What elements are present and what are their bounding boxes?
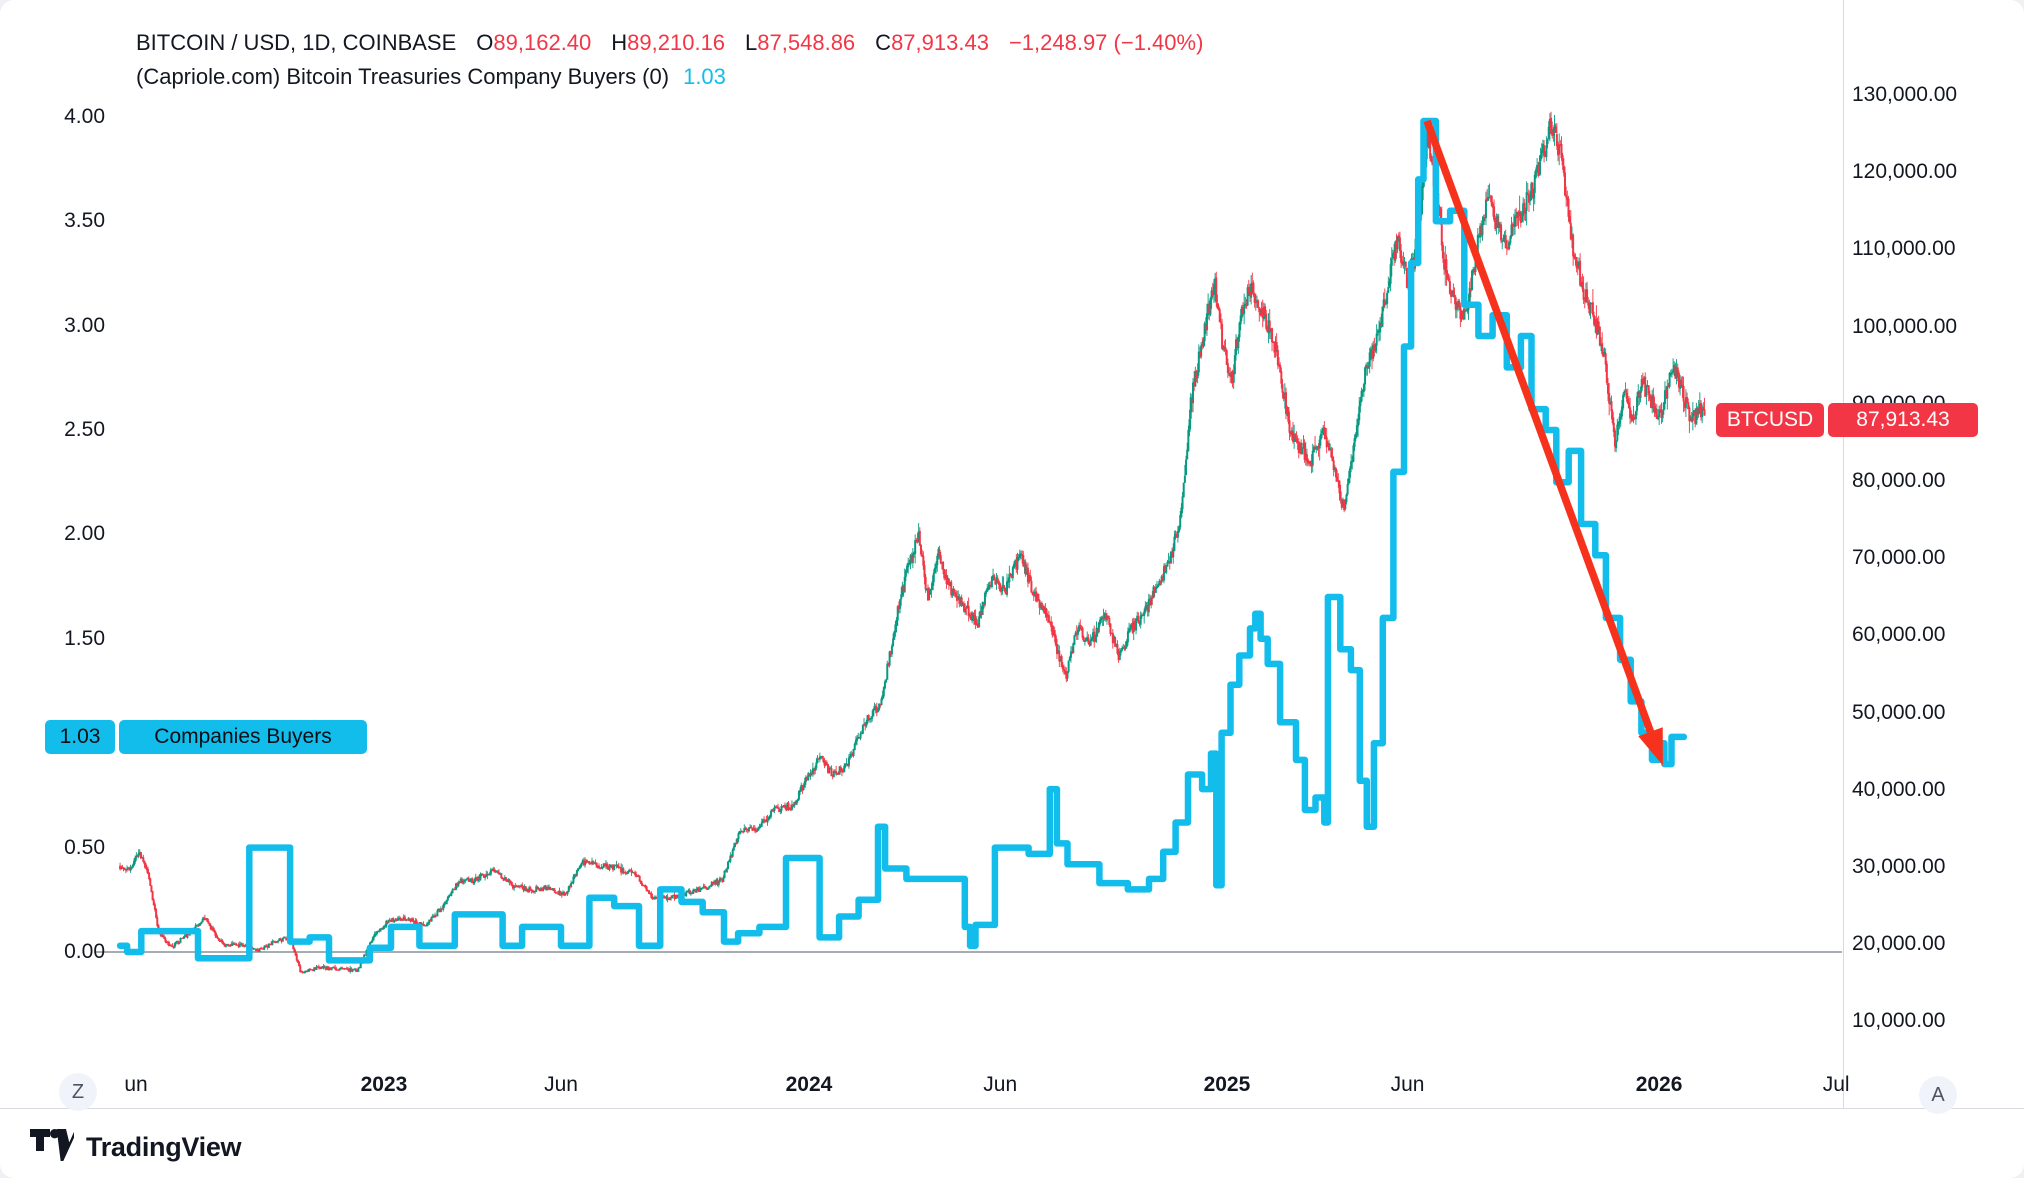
time-axis-tick: Jul <box>1822 1073 1850 1096</box>
indicator-value-badge: 1.03 <box>45 719 115 754</box>
low-label: L <box>745 30 758 55</box>
zoom-out-button[interactable]: Z <box>59 1073 97 1111</box>
change-value: −1,248.97 (−1.40%) <box>1008 30 1204 55</box>
right-axis-tick: 110,000.00 <box>1852 237 1956 261</box>
right-axis-tick: 70,000.00 <box>1852 546 1946 570</box>
left-axis-tick: 0.00 <box>64 940 105 963</box>
right-axis-tick: 50,000.00 <box>1852 700 1946 724</box>
right-axis-tick: 20,000.00 <box>1852 932 1946 956</box>
left-axis-tick: 3.00 <box>64 313 105 337</box>
close-label: C <box>875 30 892 55</box>
time-axis-tick: 2025 <box>1203 1073 1251 1096</box>
right-axis-tick: 120,000.00 <box>1852 160 1958 184</box>
right-axis-tick: 30,000.00 <box>1852 855 1946 878</box>
left-axis-tick: 2.00 <box>64 522 105 546</box>
indicator-name-badge: Companies Buyers <box>119 719 367 754</box>
left-axis-tick: 4.00 <box>64 104 105 128</box>
symbol-title[interactable]: BITCOIN / USD, 1D, COINBASE <box>136 30 457 55</box>
indicator-title[interactable]: (Capriole.com) Bitcoin Treasuries Compan… <box>136 64 670 89</box>
right-axis-tick: 130,000.00 <box>1852 83 1958 106</box>
left-axis-tick: 1.50 <box>64 626 105 650</box>
right-axis-tick: 100,000.00 <box>1852 314 1958 338</box>
left-axis-tick: 3.50 <box>64 209 105 233</box>
right-axis-tick: 60,000.00 <box>1852 623 1946 647</box>
tradingview-logo-icon <box>30 1128 78 1166</box>
symbol-badge: BTCUSD <box>1716 402 1824 437</box>
tradingview-attribution[interactable]: TradingView <box>30 1126 242 1168</box>
high-value: 89,210.16 <box>627 30 726 55</box>
time-axis-tick: 2026 <box>1635 1073 1683 1096</box>
close-value: 87,913.43 <box>891 30 989 55</box>
time-axis-tick: Jun <box>983 1073 1018 1096</box>
indicator-last-value: 1.03 <box>683 64 726 89</box>
left-axis-tick: 2.50 <box>64 418 105 441</box>
tradingview-wordmark: TradingView <box>86 1131 242 1162</box>
time-axis-tick: 2023 <box>360 1073 408 1096</box>
right-axis-tick: 10,000.00 <box>1852 1009 1946 1033</box>
time-axis-tick: Jun <box>544 1073 578 1096</box>
high-label: H <box>611 30 628 55</box>
last-price-badge: 87,913.43 <box>1828 402 1978 437</box>
right-axis-tick: 40,000.00 <box>1852 777 1946 801</box>
low-value: 87,548.86 <box>757 30 856 55</box>
open-label: O <box>476 30 494 55</box>
indicator-header: (Capriole.com) Bitcoin Treasuries Compan… <box>136 64 726 94</box>
time-axis-tick: 2024 <box>785 1073 833 1096</box>
time-axis-tick: un <box>124 1073 148 1096</box>
time-scale-separator <box>0 1108 2024 1109</box>
left-axis-tick: 0.50 <box>64 835 105 859</box>
price-scale-separator <box>1843 0 1844 1108</box>
symbol-header: BITCOIN / USD, 1D, COINBASE O89,162.40 H89… <box>136 30 1203 60</box>
open-value: 89,162.40 <box>493 30 592 55</box>
right-axis-tick: 80,000.00 <box>1852 469 1946 492</box>
auto-scale-button[interactable]: A <box>1919 1076 1957 1114</box>
time-axis-tick: Jun <box>1390 1073 1425 1096</box>
